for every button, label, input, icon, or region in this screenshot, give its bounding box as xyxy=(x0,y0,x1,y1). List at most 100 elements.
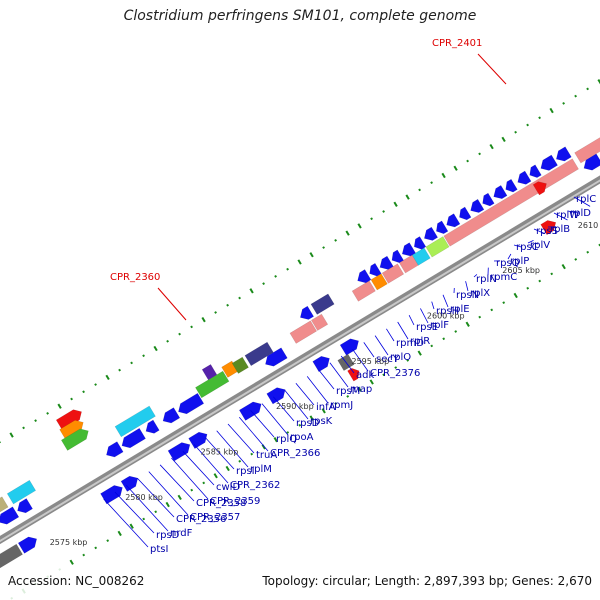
gene-label-line xyxy=(473,274,478,278)
gene-arrow xyxy=(493,185,508,200)
gene-label-line xyxy=(137,478,175,518)
gene-label: adk xyxy=(356,370,374,381)
gc-tick xyxy=(153,345,158,352)
gene-label: CPR_2358 xyxy=(196,498,246,509)
gene-label-line xyxy=(125,484,169,532)
gene-label-line xyxy=(527,240,534,244)
gc-tick xyxy=(297,259,302,265)
callout-label: CPR_2360 xyxy=(110,272,160,283)
gc-tick xyxy=(550,272,554,276)
gene-arrow xyxy=(0,543,23,571)
gene-arrow xyxy=(266,387,286,405)
gc-tick xyxy=(574,258,578,261)
gc-tick xyxy=(154,510,158,514)
gc-tick xyxy=(406,358,410,362)
gc-tick xyxy=(142,354,145,358)
gene-label: rplQ xyxy=(276,434,297,445)
gc-tick xyxy=(142,517,146,521)
gc-tick xyxy=(405,194,410,200)
gene-label-line xyxy=(553,212,568,221)
gene-arrow xyxy=(339,338,359,356)
gc-tick xyxy=(393,201,398,207)
gc-tick xyxy=(9,432,14,438)
gc-tick xyxy=(502,301,506,305)
gc-tick xyxy=(298,423,302,427)
gene-label: nrdF xyxy=(170,528,193,539)
gene-label-line xyxy=(295,382,315,406)
gene-arrow xyxy=(443,158,579,247)
gene-label: rplW xyxy=(556,210,579,221)
gc-tick xyxy=(106,539,110,542)
gc-tick xyxy=(321,408,326,414)
gc-tick xyxy=(178,332,181,336)
scale-label: 2575 kbp xyxy=(50,538,88,547)
scale-label: 2580 kbp xyxy=(125,493,163,502)
gc-tick xyxy=(514,130,517,134)
gc-tick xyxy=(82,553,86,557)
gc-tick xyxy=(273,437,278,443)
gene-label: CPR_2357 xyxy=(190,512,240,523)
gene-label-line xyxy=(238,416,269,452)
gc-tick xyxy=(526,286,530,290)
gene-label-line xyxy=(205,437,235,470)
gc-tick xyxy=(357,223,362,229)
gene-arrow xyxy=(167,442,191,462)
gc-tick xyxy=(465,321,470,327)
gc-tick xyxy=(57,403,62,409)
gc-tick xyxy=(226,303,229,307)
gene-label: rpsD xyxy=(156,530,180,541)
gene-arrow xyxy=(423,226,439,241)
gc-tick xyxy=(130,361,133,365)
gene-arrow xyxy=(369,262,382,277)
gene-arrow xyxy=(0,506,20,525)
gene-label: CPR_2356 xyxy=(176,514,226,525)
gene-arrow xyxy=(312,356,330,373)
gc-tick xyxy=(478,152,481,156)
gc-tick xyxy=(105,374,110,381)
gene-arrow xyxy=(162,407,181,424)
gene-label: CPR_2376 xyxy=(370,368,420,379)
gene-arrow xyxy=(540,154,558,171)
gc-tick xyxy=(274,275,277,278)
gene-label: rplB xyxy=(550,224,570,235)
gc-tick xyxy=(586,250,590,254)
gc-tick xyxy=(478,315,482,319)
gene-arrow xyxy=(120,475,139,492)
gene-arrow xyxy=(178,392,205,415)
gc-tick xyxy=(538,116,541,120)
gene-label: rplF xyxy=(430,320,449,331)
gc-content-ticks xyxy=(0,79,600,600)
gene-label-line xyxy=(227,423,255,454)
gene-label-line xyxy=(306,376,329,404)
map-title: Clostridium perfringens SM101, complete … xyxy=(123,8,477,24)
gene-label: rplO xyxy=(390,352,411,363)
gene-arrow xyxy=(17,498,33,514)
gene-label-line xyxy=(352,348,369,372)
gene-arrow xyxy=(106,441,124,458)
gene-label-line xyxy=(513,244,523,248)
gene-label: rpmD xyxy=(396,338,424,349)
gc-tick xyxy=(177,494,182,501)
gene-label: rpsQ xyxy=(496,258,520,269)
gene-label: rpsN xyxy=(456,290,479,301)
gene-label: CPR_2366 xyxy=(270,448,320,459)
gene-arrow xyxy=(145,419,160,434)
gene-label-line xyxy=(465,281,469,292)
gene-label-line xyxy=(318,369,335,390)
gene-arrow xyxy=(379,255,394,270)
backbone-highlight xyxy=(0,179,600,543)
gene-arrow xyxy=(299,305,315,320)
gene-arrow xyxy=(357,269,372,284)
gene-label-line xyxy=(250,410,275,438)
gene-arrow xyxy=(517,170,532,185)
gc-tick xyxy=(166,339,169,343)
gene-arrow xyxy=(532,181,547,196)
gc-tick xyxy=(262,282,265,285)
gene-label-line xyxy=(193,444,229,484)
gene-label: rplV xyxy=(530,240,550,251)
gene-label-line xyxy=(567,210,579,214)
gene-arrow xyxy=(100,485,123,505)
gene-label-line xyxy=(533,228,545,234)
gene-label: rpsS xyxy=(536,226,558,237)
